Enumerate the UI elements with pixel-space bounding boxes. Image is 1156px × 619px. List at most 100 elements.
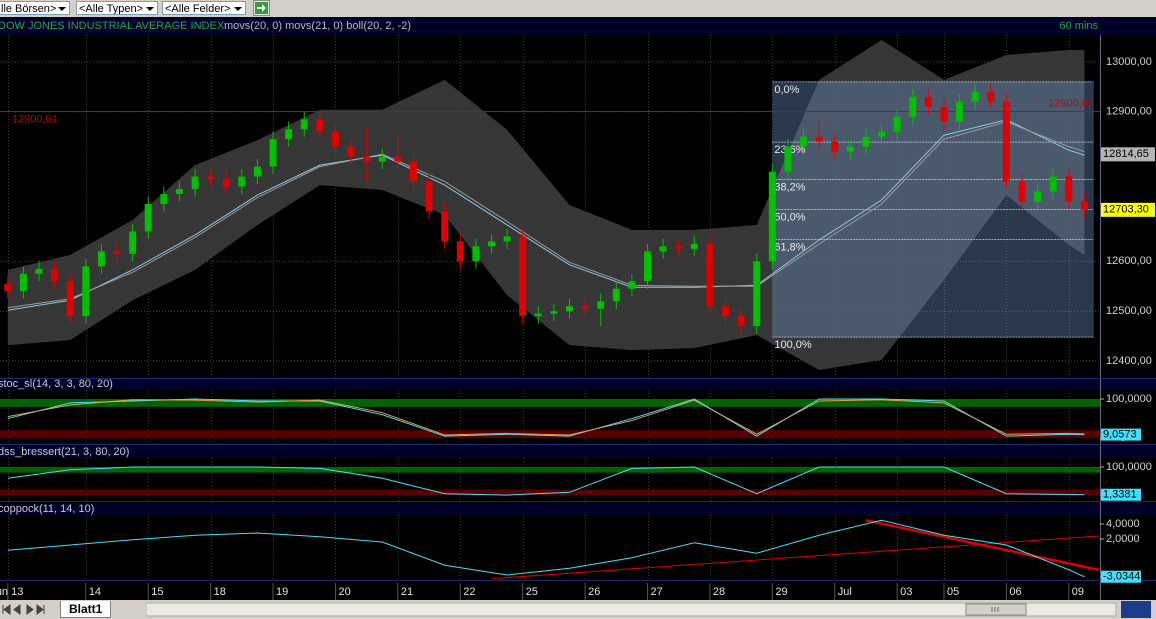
candle-body xyxy=(394,156,402,162)
panel-label-row xyxy=(0,503,1156,515)
candle-body xyxy=(35,268,43,274)
candle-body xyxy=(207,176,215,180)
candle-body xyxy=(534,313,542,317)
candle-body xyxy=(316,119,324,132)
trend-line xyxy=(865,519,1099,571)
candle-body xyxy=(1018,181,1026,202)
header-row xyxy=(0,17,1156,35)
candle-body xyxy=(862,136,870,147)
fibonacci-label: 100,0% xyxy=(774,339,812,351)
price-marker-label: 12703,30 xyxy=(1103,204,1149,216)
y-tick-label: 13000,00 xyxy=(1106,56,1152,68)
candle-body xyxy=(19,273,27,292)
candle-body xyxy=(331,131,339,147)
candle-body xyxy=(815,136,823,142)
candle-body xyxy=(924,96,932,107)
candle-body xyxy=(238,176,246,187)
candle-body xyxy=(1080,201,1088,210)
candle-body xyxy=(378,156,386,162)
candle-body xyxy=(160,194,168,205)
x-tick-label: 22 xyxy=(463,586,475,598)
candle-body xyxy=(66,281,74,317)
x-tick-label: 05 xyxy=(947,586,959,598)
zone xyxy=(0,399,1100,407)
candle-body xyxy=(456,241,464,262)
candle-body xyxy=(425,181,433,212)
candle-body xyxy=(285,129,293,140)
value-marker xyxy=(1101,488,1141,501)
candle-body xyxy=(487,241,495,247)
candle-body xyxy=(846,146,854,152)
indicator-line xyxy=(7,466,1085,496)
candle-body xyxy=(347,146,355,157)
candle-body xyxy=(222,179,230,187)
candle-body xyxy=(690,243,698,249)
panel-title: dss_bressert(21, 3, 80, 20) xyxy=(0,446,129,458)
value-marker xyxy=(1101,428,1141,441)
x-tick-label: 19 xyxy=(276,586,288,598)
tab-navigation[interactable] xyxy=(0,600,56,619)
fibonacci-label: 38,2% xyxy=(774,181,805,193)
candle-body xyxy=(300,119,308,130)
x-tick-label: 15 xyxy=(151,586,163,598)
go-button[interactable] xyxy=(253,0,270,16)
indicator-line xyxy=(7,399,1085,436)
field-dropdown[interactable]: <Alle Felder> xyxy=(162,1,246,15)
fibonacci-label: 61,8% xyxy=(774,242,805,254)
zone xyxy=(0,466,1100,473)
exchange-dropdown[interactable]: lle Börsen> xyxy=(0,1,70,15)
x-tick-label: 27 xyxy=(651,586,663,598)
panel-label-row xyxy=(0,446,1156,458)
candle-body xyxy=(503,236,511,242)
price-marker xyxy=(1101,202,1155,217)
candle-body xyxy=(191,176,199,190)
candle-body xyxy=(175,189,183,195)
chart-subtitle: movs(20, 0) movs(21, 0) boll(20, 2, -2) xyxy=(224,20,411,32)
candle-body xyxy=(612,288,620,302)
candle-body xyxy=(831,141,839,152)
candle-body xyxy=(1034,191,1042,202)
type-dropdown[interactable]: <Alle Typen> xyxy=(76,1,158,15)
y-tick-label: 100,0000 xyxy=(1106,461,1152,473)
candle-body xyxy=(1002,101,1010,182)
go-icon xyxy=(255,2,268,14)
candle-body xyxy=(82,266,90,317)
candle-body xyxy=(597,301,605,309)
scrollbar[interactable] xyxy=(146,600,1156,619)
x-tick-label: 20 xyxy=(338,586,350,598)
candle-body xyxy=(675,246,683,249)
x-tick-label: 21 xyxy=(401,586,413,598)
candle-body xyxy=(909,96,917,117)
zone xyxy=(0,489,1100,496)
interval: 60 mins xyxy=(1059,20,1098,32)
toolbar: lle Börsen> <Alle Typen> <Alle Felder> xyxy=(0,0,1156,17)
x-tick-label: 03 xyxy=(900,586,912,598)
fibonacci-label: 0,0% xyxy=(774,84,799,96)
candle-body xyxy=(893,116,901,132)
x-tick-label: Jul xyxy=(838,586,852,598)
candle-body xyxy=(768,171,776,262)
candle-body xyxy=(363,156,371,162)
price-marker-label: 12814,65 xyxy=(1103,148,1149,160)
indicator-line xyxy=(7,398,1085,437)
sheet-tab[interactable]: Blatt1 xyxy=(60,601,112,618)
sheet-tabs: Blatt1 xyxy=(0,600,1156,619)
moving-average xyxy=(7,119,1085,311)
candle-body xyxy=(628,281,636,289)
candle-body xyxy=(472,246,480,262)
candle-body xyxy=(129,231,137,254)
y-tick-label: 12900,00 xyxy=(1106,106,1152,118)
candle-body xyxy=(784,146,792,172)
value-marker-label: 9,0573 xyxy=(1103,428,1137,440)
fibonacci-label: 50,0% xyxy=(774,211,805,223)
candle-body xyxy=(956,101,964,122)
candle-body xyxy=(581,306,589,309)
candle-body xyxy=(644,251,652,282)
candle-body xyxy=(566,306,574,312)
candle-body xyxy=(659,246,667,252)
x-tick-label: 18 xyxy=(214,586,226,598)
candle-body xyxy=(722,306,730,317)
horizontal-line-label: 12900,61 xyxy=(12,113,58,125)
x-tick-label: 26 xyxy=(588,586,600,598)
